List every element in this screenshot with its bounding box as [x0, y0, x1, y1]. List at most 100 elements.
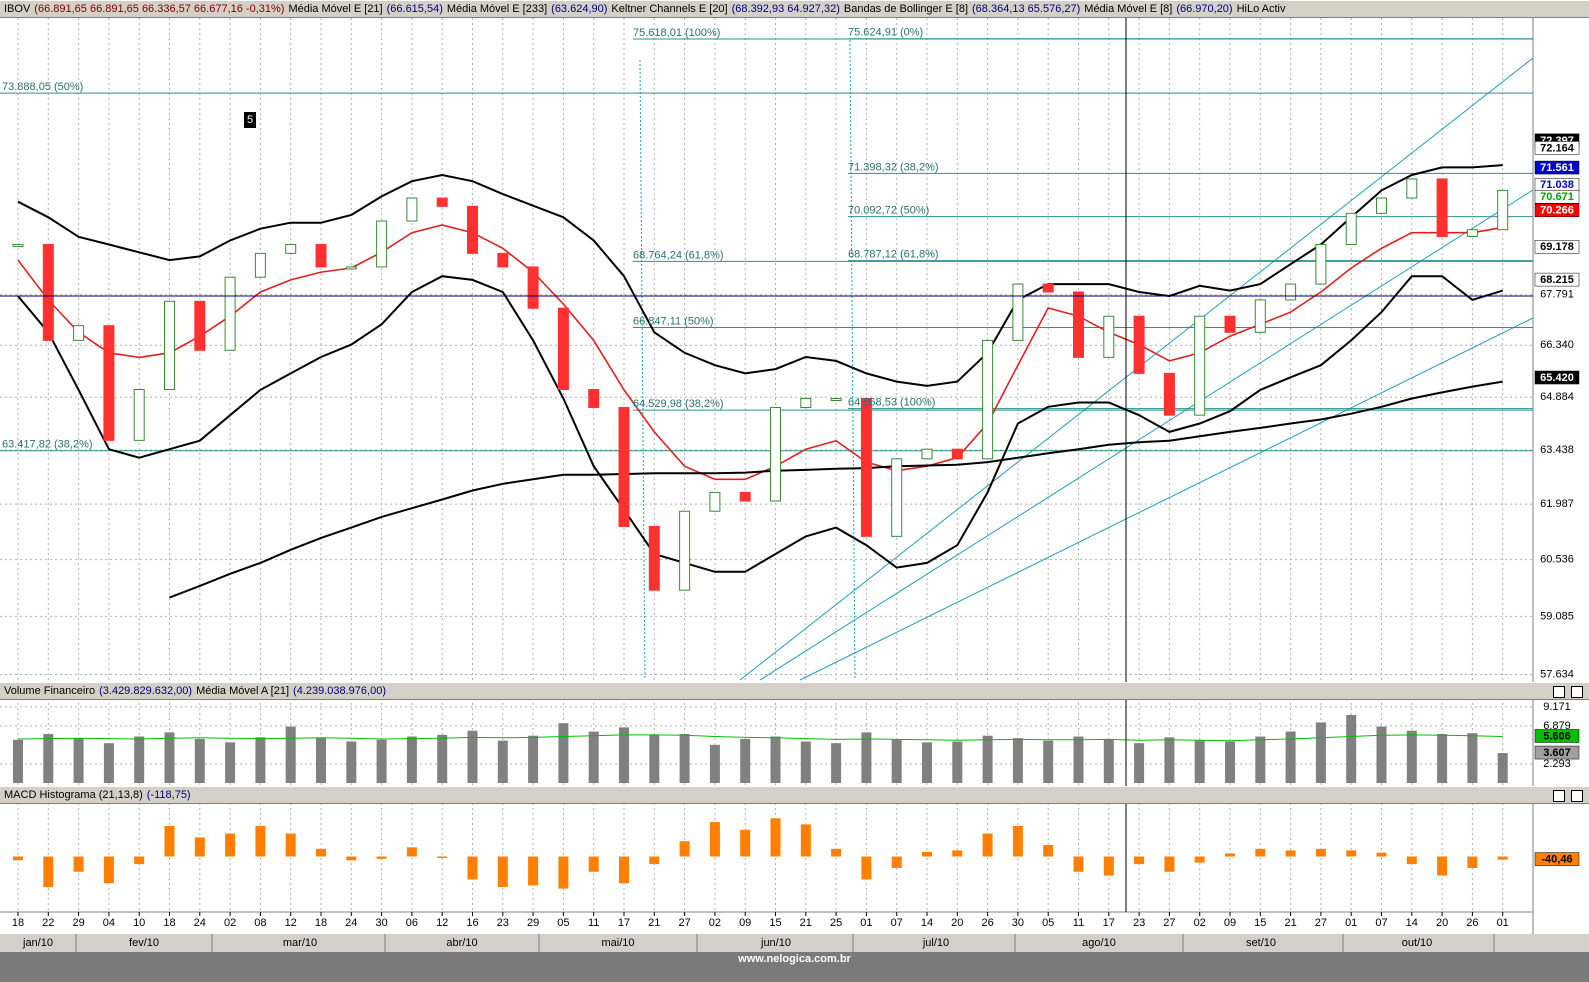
bar [1406, 730, 1417, 783]
month-row [0, 934, 1589, 952]
bar [346, 741, 357, 783]
x-tick-label: 08 [254, 917, 266, 929]
candle [376, 220, 388, 268]
legend-name: Média Móvel E [8] [1084, 3, 1173, 15]
month-label: jan/10 [22, 937, 53, 949]
bar [376, 856, 387, 859]
bar [558, 856, 569, 889]
macd-header: MACD Histograma (21,13,8) (-118,75) [0, 786, 1589, 804]
bar [1255, 736, 1266, 783]
x-tick-label: 18 [315, 917, 327, 929]
bar [1437, 734, 1448, 783]
bar [1467, 856, 1478, 868]
bar [1134, 743, 1145, 783]
bar [497, 740, 508, 783]
bar [800, 741, 811, 783]
bar [1012, 738, 1023, 783]
candle [406, 197, 418, 222]
bar [1194, 740, 1205, 783]
legend-reading: (4.239.038.976,00) [293, 685, 386, 697]
legend-name: Média Móvel A [21] [196, 685, 290, 697]
bar [316, 848, 326, 857]
x-tick-label: 12 [285, 917, 297, 929]
x-tick-label: 21 [1284, 917, 1296, 929]
x-tick-label: 24 [194, 917, 206, 929]
bar [1043, 845, 1054, 857]
value-badge-label: 5.606 [1543, 730, 1571, 742]
bar [73, 738, 84, 783]
candle [770, 407, 781, 502]
value-badge [1534, 852, 1580, 866]
x-tick-label: 02 [709, 917, 721, 929]
y-tick-label: 59.085 [1540, 610, 1574, 622]
x-tick-label: 04 [103, 917, 115, 929]
fib-label: 75.618,01 (100%) [633, 27, 720, 39]
bar [679, 841, 690, 857]
candle [1497, 189, 1509, 231]
bar [770, 736, 781, 783]
month-label: abr/10 [446, 937, 477, 949]
legend-name: Bandas de Bollinger E [8] [843, 3, 969, 15]
x-tick-label: 27 [1163, 917, 1175, 929]
value-badge [1534, 240, 1580, 254]
bar [861, 856, 872, 880]
x-tick-label: 11 [1073, 917, 1084, 929]
candle [224, 276, 236, 351]
bar [982, 833, 993, 857]
bar [497, 856, 508, 888]
bar [13, 739, 23, 783]
bar [1315, 722, 1326, 783]
candle [1073, 291, 1084, 358]
x-tick-label: 05 [557, 917, 569, 929]
x-tick-label: 20 [951, 917, 963, 929]
y-tick-label: 64.884 [1540, 391, 1574, 403]
candle [679, 510, 691, 591]
bar [891, 856, 902, 868]
candle [527, 266, 539, 309]
candle [709, 491, 721, 512]
bar [103, 743, 114, 783]
legend-reading: (63.624,90) [551, 3, 608, 15]
x-tick-label: 06 [406, 917, 418, 929]
series-line [17, 734, 1503, 742]
x-tick-label: 24 [345, 917, 357, 929]
bar [770, 818, 781, 857]
candle [285, 244, 297, 254]
bar [316, 738, 326, 783]
candle [497, 252, 509, 268]
candle [1254, 299, 1266, 333]
footer: www.nelogica.com.br [0, 952, 1589, 982]
fib-label: 63.417,82 (38,2%) [2, 439, 93, 451]
value-badge-label: -40,46 [1541, 853, 1572, 865]
candle [1285, 283, 1297, 301]
legend-name: HiLo Activ [1236, 3, 1286, 15]
x-tick-label: 23 [1133, 917, 1145, 929]
legend-reading: (66.615,54) [386, 3, 443, 15]
x-tick-label: 29 [72, 917, 84, 929]
bar [1285, 731, 1296, 783]
bar [103, 856, 114, 884]
bar [952, 850, 963, 857]
value-badge-label: 69.178 [1540, 241, 1574, 253]
x-tick-label: 30 [1012, 917, 1024, 929]
bar [1194, 856, 1205, 863]
x-tick-label: 26 [1466, 917, 1478, 929]
bar [800, 824, 811, 857]
candle [164, 300, 175, 390]
bar [558, 723, 569, 783]
candle [1436, 178, 1448, 237]
panel-buttons[interactable] [1547, 788, 1583, 803]
panel-buttons[interactable] [1547, 684, 1583, 699]
panel-reading: (-118,75) [146, 789, 191, 801]
labels: 18 22 29 04 10 18 24 02 08 12 18 24 30 06 12 16 23 29 05 11… [2, 27, 1580, 952]
month-label: jun/10 [760, 937, 791, 949]
bar [740, 829, 751, 857]
x-tick-label: 15 [769, 917, 781, 929]
x-tick-label: 09 [1224, 917, 1236, 929]
bar [709, 822, 720, 857]
fib-guide [639, 59, 646, 681]
y-tick-label: 9.171 [1543, 701, 1571, 713]
value-badge-label: 68.215 [1540, 274, 1574, 286]
